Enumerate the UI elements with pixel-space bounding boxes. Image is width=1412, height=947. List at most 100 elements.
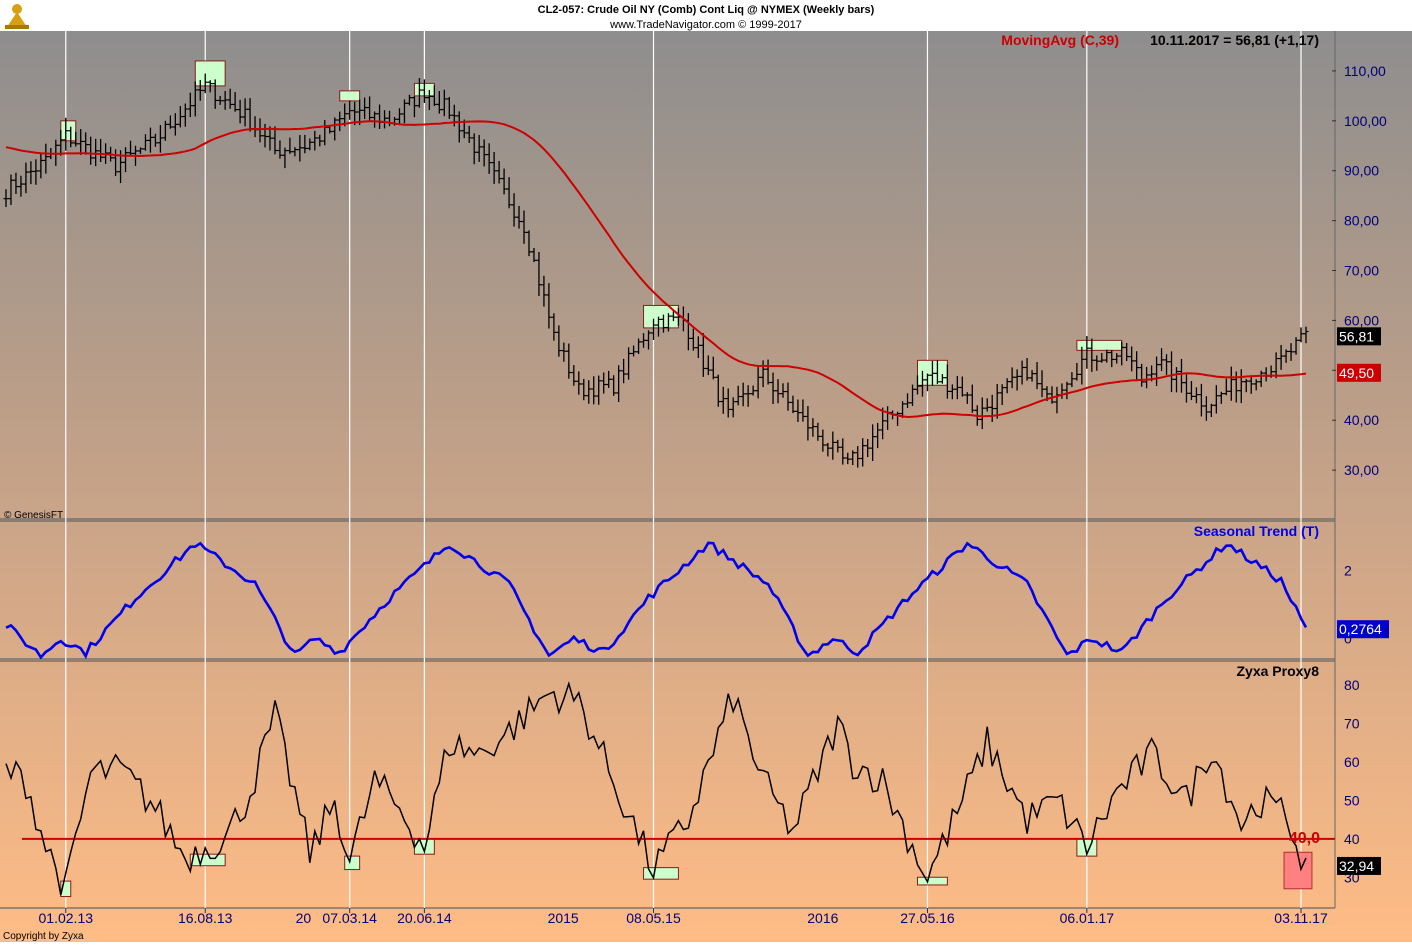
price-bar: [735, 385, 741, 406]
price-bar: [1129, 346, 1135, 372]
seasonal-trend-line: [5, 541, 1308, 660]
price-bar: [317, 134, 323, 147]
price-bar: [1094, 355, 1100, 371]
price-bar: [1064, 381, 1070, 400]
price-bar: [372, 111, 378, 128]
price-bar: [322, 120, 328, 146]
price-bar: [411, 96, 417, 118]
price-bar: [765, 359, 771, 385]
price-tick-label: 100,00: [1344, 113, 1387, 129]
price-bar: [1119, 341, 1125, 366]
proxy-signal-box: [916, 876, 948, 886]
seasonal-last-flag-text: 0,2764: [1339, 621, 1382, 637]
price-bar: [1049, 386, 1055, 404]
price-bar: [192, 81, 198, 117]
x-date-label: 03.11.17: [1274, 910, 1328, 926]
price-bar: [23, 162, 29, 194]
price-bar: [137, 147, 143, 155]
x-date-label: 08.05.15: [626, 910, 681, 926]
price-bar: [496, 161, 502, 184]
price-bar: [68, 126, 74, 148]
price-bar: [1109, 350, 1115, 368]
price-bar: [307, 138, 313, 151]
price-bar: [870, 424, 876, 461]
price-bar: [1154, 356, 1160, 387]
price-bar: [277, 140, 283, 159]
price-bar: [98, 138, 104, 162]
price-bar: [795, 399, 801, 422]
chart-header-source: www.TradeNavigator.com © 1999-2017: [609, 19, 802, 31]
price-bar: [367, 96, 373, 122]
price-bar: [486, 143, 492, 174]
price-bar: [1193, 387, 1199, 404]
price-bar: [775, 379, 781, 404]
price-signal-box: [1076, 339, 1123, 351]
price-tick-label: 40,00: [1344, 412, 1379, 428]
price-bar: [1114, 353, 1120, 364]
price-bar: [581, 378, 587, 401]
price-bar: [152, 133, 158, 147]
price-bar: [1188, 381, 1194, 401]
price-bar: [586, 380, 592, 404]
price-bar: [939, 374, 945, 384]
price-last-flag-bg: [1337, 327, 1381, 346]
price-bar: [123, 147, 129, 173]
tradenavigator-logo-icon[interactable]: [1, 1, 35, 31]
price-bar: [651, 318, 657, 340]
price-bar: [1019, 360, 1025, 385]
price-pane: MovingAvg (C,39) 10.11.2017 = 56,81 (+1,1…: [3, 32, 1319, 468]
price-bar: [1283, 349, 1289, 363]
price-bar: [835, 439, 841, 453]
price-bar: [636, 338, 642, 354]
price-bar: [1089, 338, 1095, 372]
price-bar: [177, 106, 183, 128]
proxy-tick-label: 60: [1344, 754, 1360, 770]
price-bar: [720, 386, 726, 414]
moving-average-flag-text: 49,50: [1339, 365, 1374, 381]
price-bar: [167, 115, 173, 129]
price-bar: [919, 370, 925, 397]
price-bar: [994, 383, 1000, 419]
price-bar: [431, 85, 437, 107]
price-bar: [362, 97, 368, 120]
price-bar: [128, 140, 134, 157]
price-bar: [297, 135, 303, 162]
price-bar: [631, 345, 637, 357]
seasonal-last-flag: 0,2764: [1337, 620, 1389, 639]
price-bar: [710, 356, 716, 380]
threshold-label: 40,0: [1289, 830, 1320, 847]
price-bar: [332, 117, 338, 141]
price-bar: [406, 94, 412, 106]
price-bar: [476, 134, 482, 162]
price-bar: [546, 283, 552, 329]
price-bar: [725, 388, 731, 418]
price-bar: [910, 384, 916, 406]
price-tick-label: 70,00: [1344, 263, 1379, 279]
price-bar: [626, 347, 632, 380]
proxy-last-flag-text: 32,94: [1339, 858, 1374, 874]
price-bar: [1134, 351, 1140, 380]
chart-header-title: CL2-057: Crude Oil NY (Comb) Cont Liq @ …: [538, 4, 875, 16]
price-bar: [342, 103, 348, 127]
price-bar: [646, 330, 652, 350]
price-bar: [58, 129, 64, 156]
date-markers: [0, 31, 1336, 909]
price-bar: [984, 398, 990, 412]
x-year-label: 2016: [807, 910, 838, 926]
x-date-label: 06.01.17: [1060, 910, 1115, 926]
price-bar: [655, 316, 661, 337]
price-bar: [1248, 375, 1254, 394]
price-bar: [695, 336, 701, 359]
y-axes: 110,00100,0090,0080,0070,0060,0050,0040,…: [1332, 63, 1389, 885]
proxy-last-flag-bg: [1337, 856, 1381, 875]
moving-average-flag-bg: [1337, 363, 1381, 382]
price-bar: [217, 95, 223, 105]
seasonal-pane: Seasonal Trend (T): [5, 523, 1319, 660]
price-bar: [1169, 351, 1175, 393]
price-bar: [1223, 378, 1229, 396]
price-bar: [825, 442, 831, 457]
price-bar: [1074, 362, 1080, 381]
price-bar: [840, 438, 846, 465]
price-bar: [491, 152, 497, 184]
price-bar: [337, 111, 343, 132]
